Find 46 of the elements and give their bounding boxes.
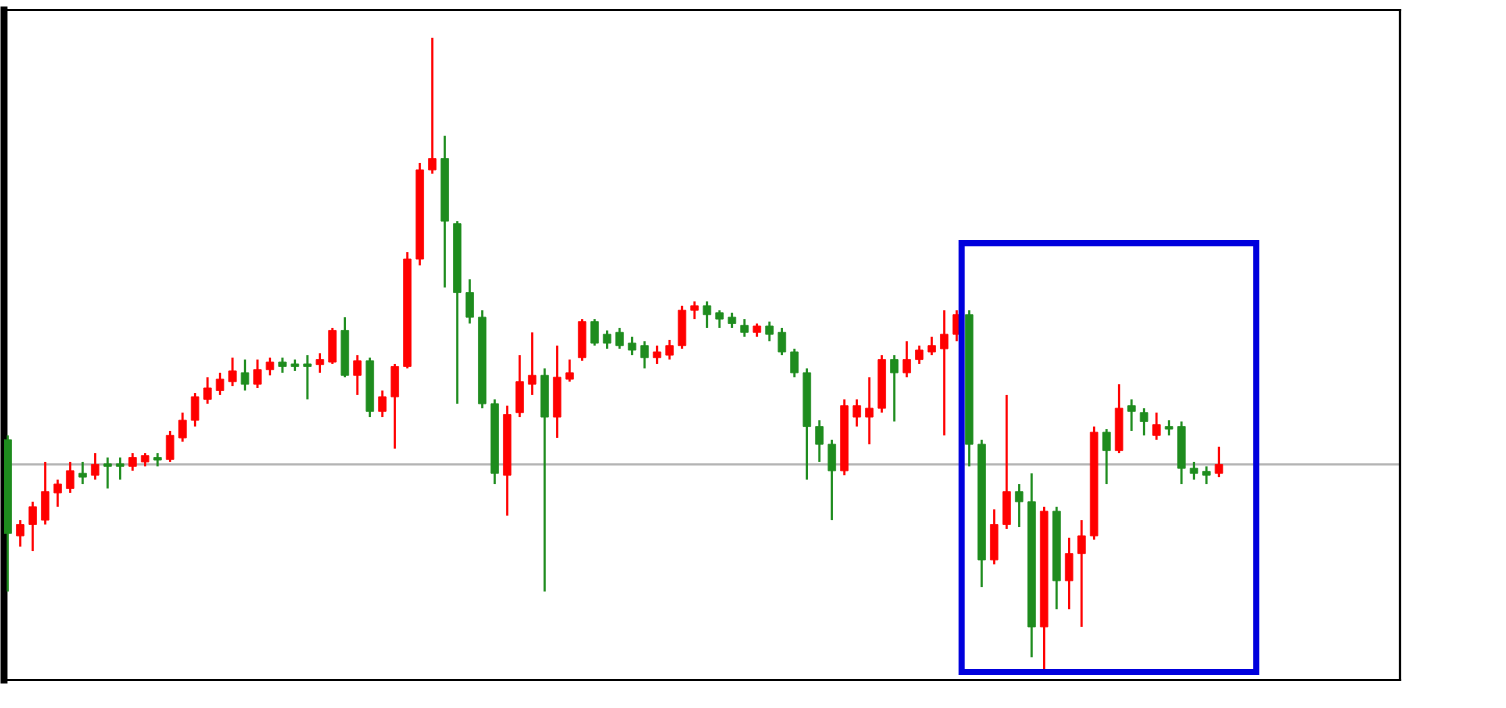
candlestick	[1102, 427, 1111, 486]
candlestick	[340, 316, 350, 379]
candlestick	[66, 460, 75, 495]
candlestick	[328, 326, 337, 366]
candlestick	[602, 329, 612, 350]
candlestick	[528, 331, 537, 397]
candlestick	[540, 367, 549, 593]
candlestick	[215, 371, 225, 397]
candlestick	[353, 354, 362, 397]
candlestick	[765, 320, 774, 343]
candlestick	[303, 354, 312, 401]
candlestick	[777, 326, 787, 357]
candlestick	[428, 36, 437, 175]
candlestick	[90, 451, 100, 481]
candlestick	[652, 344, 662, 366]
candlestick	[78, 460, 87, 486]
candlestick	[677, 304, 687, 350]
candlestick	[1127, 398, 1136, 433]
candlestick	[228, 356, 237, 388]
candlestick	[890, 354, 899, 423]
candlestick	[165, 429, 175, 464]
candlestick	[315, 352, 325, 374]
candlestick	[1114, 383, 1124, 455]
candlestick	[690, 300, 699, 321]
candlestick	[627, 335, 637, 357]
candlestick	[577, 317, 587, 362]
candlestick	[515, 354, 524, 419]
candlestick	[615, 326, 624, 350]
candlestick	[1214, 445, 1224, 479]
candlestick	[702, 300, 712, 330]
candlestick	[178, 411, 187, 443]
candlestick	[1139, 407, 1149, 437]
candlestick	[1177, 420, 1186, 486]
candlestick	[153, 451, 162, 468]
candlestick	[115, 456, 125, 481]
candlestick	[190, 391, 200, 428]
candlestick	[665, 338, 674, 361]
candlestick	[203, 376, 212, 405]
candlestick	[902, 340, 911, 379]
candlestick	[253, 358, 262, 390]
candlestick	[640, 340, 649, 370]
candlestick	[1202, 465, 1211, 486]
candlestick	[590, 317, 599, 347]
candlestick	[103, 456, 112, 490]
candlestick	[1152, 411, 1161, 441]
candlestick	[240, 358, 250, 392]
